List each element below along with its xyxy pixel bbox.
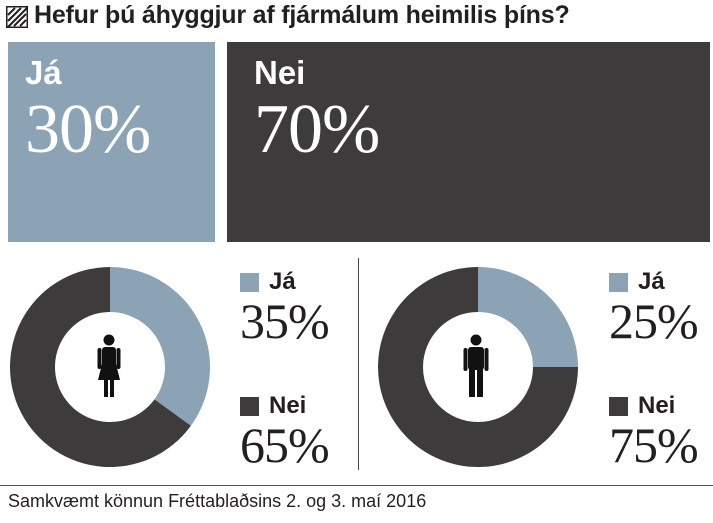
legend-swatch-no (240, 396, 259, 416)
donut-slice-no (378, 267, 578, 467)
donut-women-svg (9, 267, 210, 467)
bar-no-value: 70% (254, 91, 380, 168)
legend-men-yes: Já 25% (609, 268, 699, 349)
legend-value: 75% (609, 417, 699, 473)
donut-slice-yes (478, 267, 578, 367)
chart-title: Hefur þú áhyggjur af fjármálum heimilis … (34, 1, 570, 29)
bar-yes-label: Já (25, 54, 62, 91)
donut-men (373, 262, 583, 472)
divider (358, 258, 359, 470)
legend-swatch-yes (609, 272, 628, 292)
donut-men-svg (378, 267, 578, 467)
legend-swatch-yes (240, 272, 259, 292)
legend-women-no: Nei 65% (240, 392, 330, 473)
legend-swatch-no (609, 396, 628, 416)
legend-value: 35% (240, 293, 330, 349)
bar-no: Nei 70% (227, 42, 710, 242)
donut-slice-no (9, 267, 191, 467)
legend-women-yes: Já 35% (240, 268, 330, 349)
footer-rule (0, 485, 713, 486)
legend-label: Nei (638, 392, 676, 419)
legend-label: Nei (269, 392, 307, 419)
bar-yes-value: 30% (25, 91, 151, 168)
man-icon (463, 334, 489, 397)
hatch-icon (6, 6, 28, 28)
donut-women (5, 262, 215, 472)
woman-icon (97, 334, 121, 397)
donut-slice-yes (110, 267, 210, 426)
legend-label: Já (269, 268, 296, 295)
legend-label: Já (638, 268, 665, 295)
legend-value: 65% (240, 417, 330, 473)
source-note: Samkvæmt könnun Fréttablaðsins 2. og 3. … (8, 491, 427, 511)
bar-no-label: Nei (254, 54, 306, 91)
legend-value: 25% (609, 293, 699, 349)
legend-men-no: Nei 75% (609, 392, 699, 473)
bar-yes: Já 30% (8, 42, 215, 242)
